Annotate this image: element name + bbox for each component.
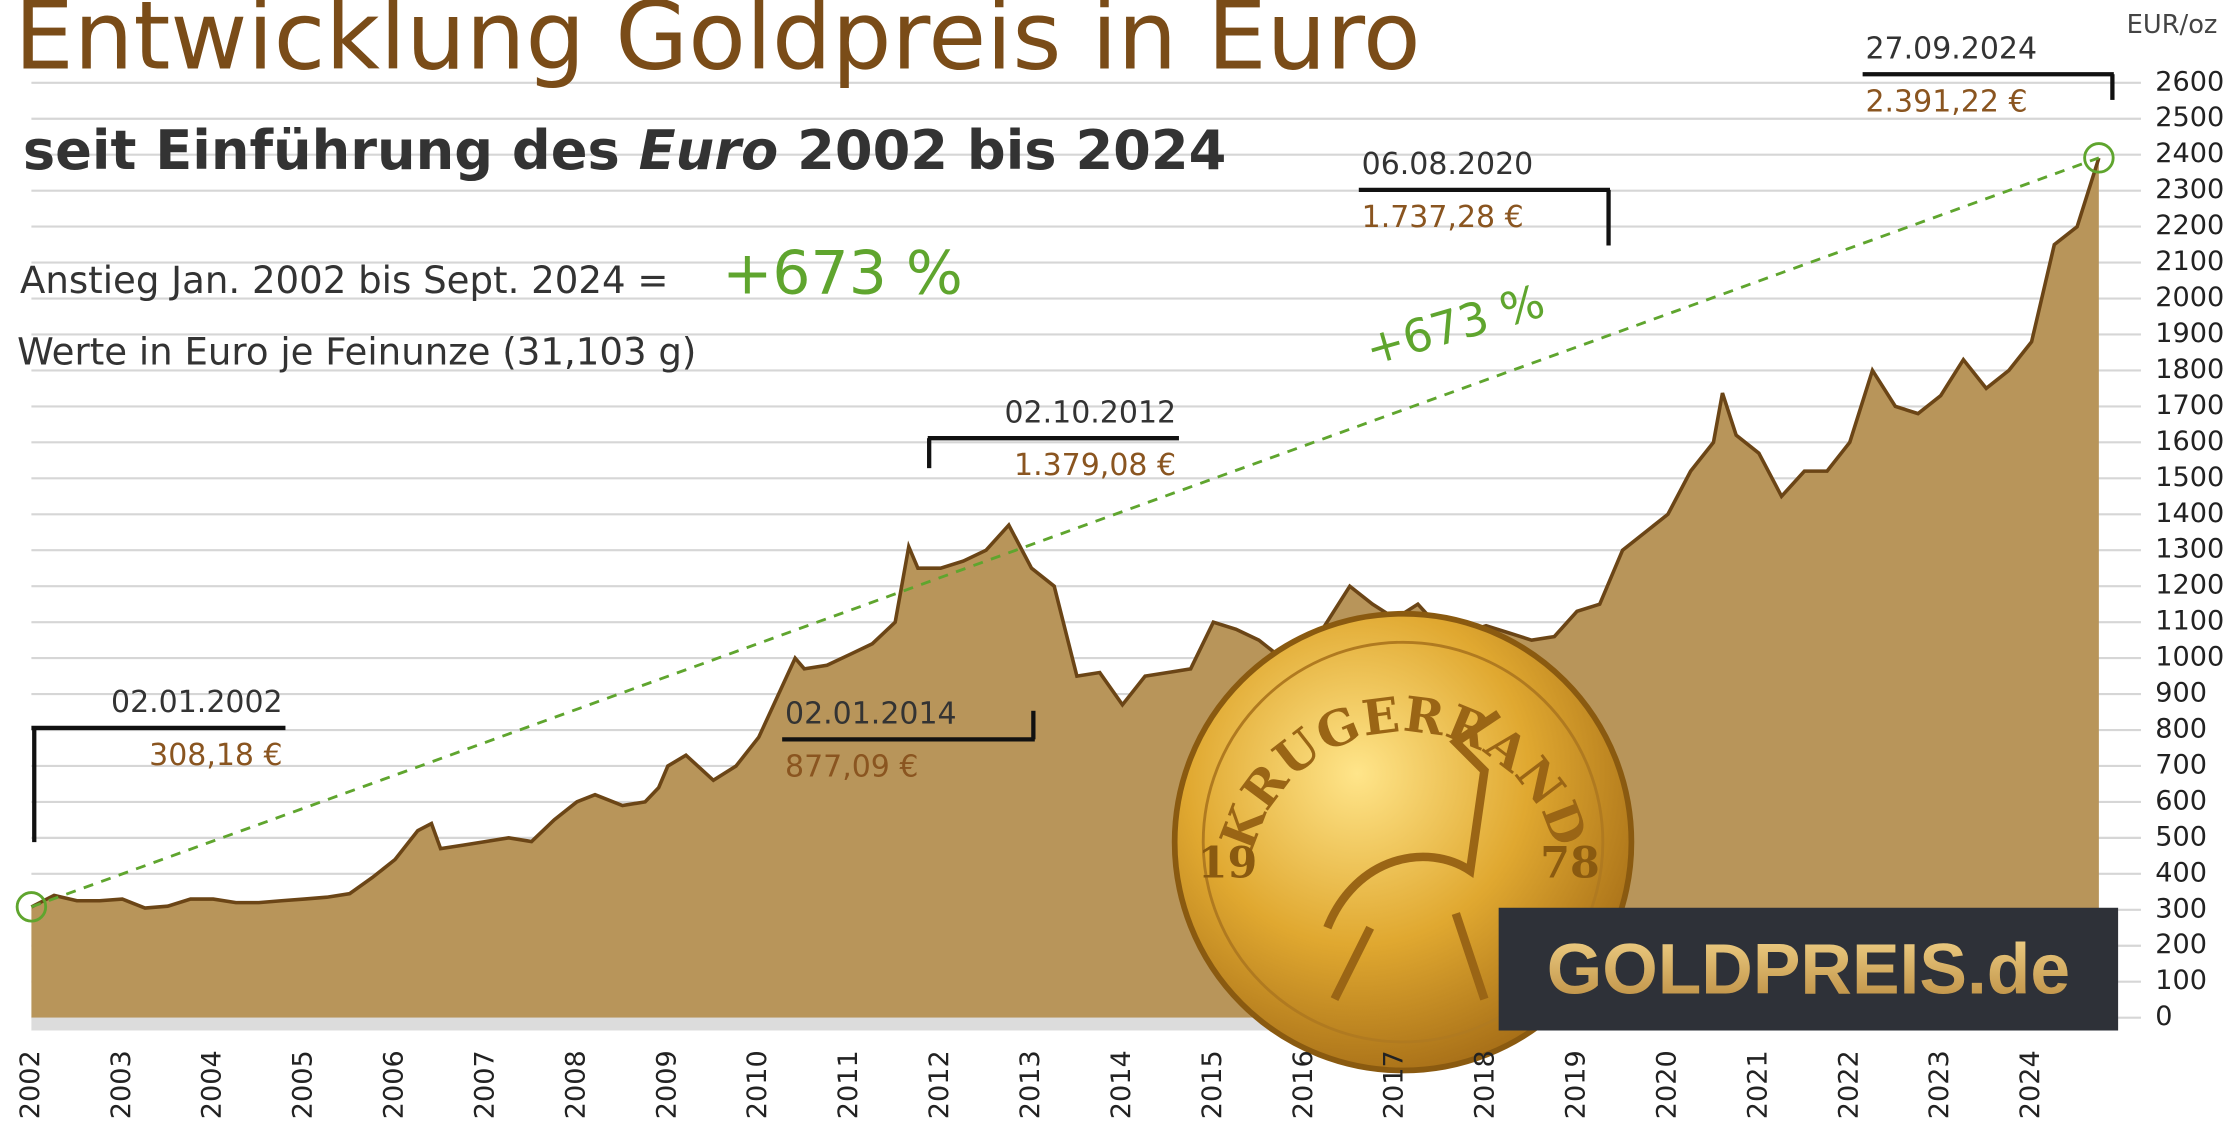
y-tick-label: 700 — [2155, 749, 2207, 780]
x-tick-label: 2002 — [15, 1050, 46, 1119]
y-tick-label: 1100 — [2155, 606, 2224, 637]
chart-subtitle: seit Einführung des Euro 2002 bis 2024 — [23, 119, 1227, 182]
y-tick-label: 2500 — [2155, 102, 2224, 133]
x-tick-label: 2020 — [1651, 1050, 1682, 1119]
logo: GOLDPREIS.de — [1547, 930, 2070, 1010]
y-tick-label: 2200 — [2155, 210, 2224, 241]
rise-label: +673 % — [722, 238, 963, 308]
y-tick-label: 1000 — [2155, 642, 2224, 673]
x-tick-label: 2021 — [1742, 1050, 1773, 1119]
x-tick-label: 2006 — [379, 1050, 410, 1119]
y-tick-label: 300 — [2155, 893, 2207, 924]
x-tick-label: 2015 — [1197, 1050, 1228, 1119]
chart: KRUGERRAND 19 78 GOLDPREIS.de Entwicklun… — [0, 0, 2238, 1124]
annotation-value: 308,18 € — [149, 738, 282, 773]
trend-label: +673 % — [1360, 275, 1551, 376]
y-tick-label: 900 — [2155, 678, 2207, 709]
annotation-value: 2.391,22 € — [1865, 84, 2027, 119]
x-tick-label: 2005 — [288, 1050, 319, 1119]
y-tick-label: 1400 — [2155, 498, 2224, 529]
x-tick-label: 2012 — [924, 1050, 955, 1119]
annotation-value: 1.379,08 € — [1014, 448, 1176, 483]
note-units: Werte in Euro je Feinunze (31,103 g) — [17, 330, 696, 373]
note-rise: Anstieg Jan. 2002 bis Sept. 2024 = — [20, 259, 668, 302]
annotation-value: 877,09 € — [785, 749, 918, 784]
x-tick-label: 2016 — [1288, 1050, 1319, 1119]
annotation-date: 27.09.2024 — [1865, 31, 2037, 66]
x-tick-label: 2009 — [651, 1050, 682, 1119]
chart-title: Entwicklung Goldpreis in Euro — [14, 0, 1420, 92]
y-tick-label: 0 — [2155, 1001, 2172, 1032]
y-tick-label: 1600 — [2155, 426, 2224, 457]
subtitle-part: seit Einführung des — [23, 119, 639, 182]
x-tick-label: 2003 — [106, 1050, 137, 1119]
y-tick-label: 1200 — [2155, 570, 2224, 601]
y-tick-label: 2000 — [2155, 282, 2224, 313]
coin-year-right: 78 — [1540, 838, 1600, 888]
y-tick-label: 2100 — [2155, 246, 2224, 277]
x-tick-label: 2023 — [1924, 1050, 1955, 1119]
y-tick-label: 2300 — [2155, 174, 2224, 205]
x-tick-label: 2011 — [833, 1050, 864, 1119]
page: KRUGERRAND 19 78 GOLDPREIS.de Entwicklun… — [0, 0, 2238, 1124]
y-tick-label: 200 — [2155, 929, 2207, 960]
x-tick-label: 2014 — [1106, 1050, 1137, 1119]
x-tick-label: 2010 — [742, 1050, 773, 1119]
x-tick-label: 2004 — [197, 1050, 228, 1119]
coin-year-left: 19 — [1198, 838, 1258, 888]
y-tick-label: 500 — [2155, 821, 2207, 852]
y-tick-label: 600 — [2155, 785, 2207, 816]
x-tick-label: 2008 — [560, 1050, 591, 1119]
subtitle-part: 2002 bis 2024 — [778, 119, 1226, 182]
x-tick-label: 2022 — [1833, 1050, 1864, 1119]
x-tick-label: 2017 — [1379, 1050, 1410, 1119]
y-unit: EUR/oz — [2127, 10, 2218, 40]
annotation-date: 02.10.2012 — [1004, 395, 1176, 430]
annotation-date: 06.08.2020 — [1362, 147, 1534, 182]
x-tick-label: 2007 — [469, 1050, 500, 1119]
y-tick-label: 1500 — [2155, 462, 2224, 493]
annotation-value: 1.737,28 € — [1362, 200, 1524, 235]
subtitle-part: Euro — [639, 119, 779, 182]
x-tick-label: 2018 — [1470, 1050, 1501, 1119]
y-tick-label: 1700 — [2155, 390, 2224, 421]
y-tick-label: 1800 — [2155, 354, 2224, 385]
y-tick-label: 1300 — [2155, 534, 2224, 565]
annotation-date: 02.01.2014 — [785, 697, 957, 732]
y-tick-label: 800 — [2155, 714, 2207, 745]
x-tick-label: 2019 — [1561, 1050, 1592, 1119]
x-tick-label: 2024 — [2015, 1050, 2046, 1119]
annotation-date: 02.01.2002 — [111, 685, 283, 720]
y-tick-label: 400 — [2155, 857, 2207, 888]
y-tick-label: 1900 — [2155, 318, 2224, 349]
y-tick-label: 2400 — [2155, 138, 2224, 169]
x-tick-label: 2013 — [1015, 1050, 1046, 1119]
y-tick-label: 100 — [2155, 965, 2207, 996]
y-tick-label: 2600 — [2155, 66, 2224, 97]
